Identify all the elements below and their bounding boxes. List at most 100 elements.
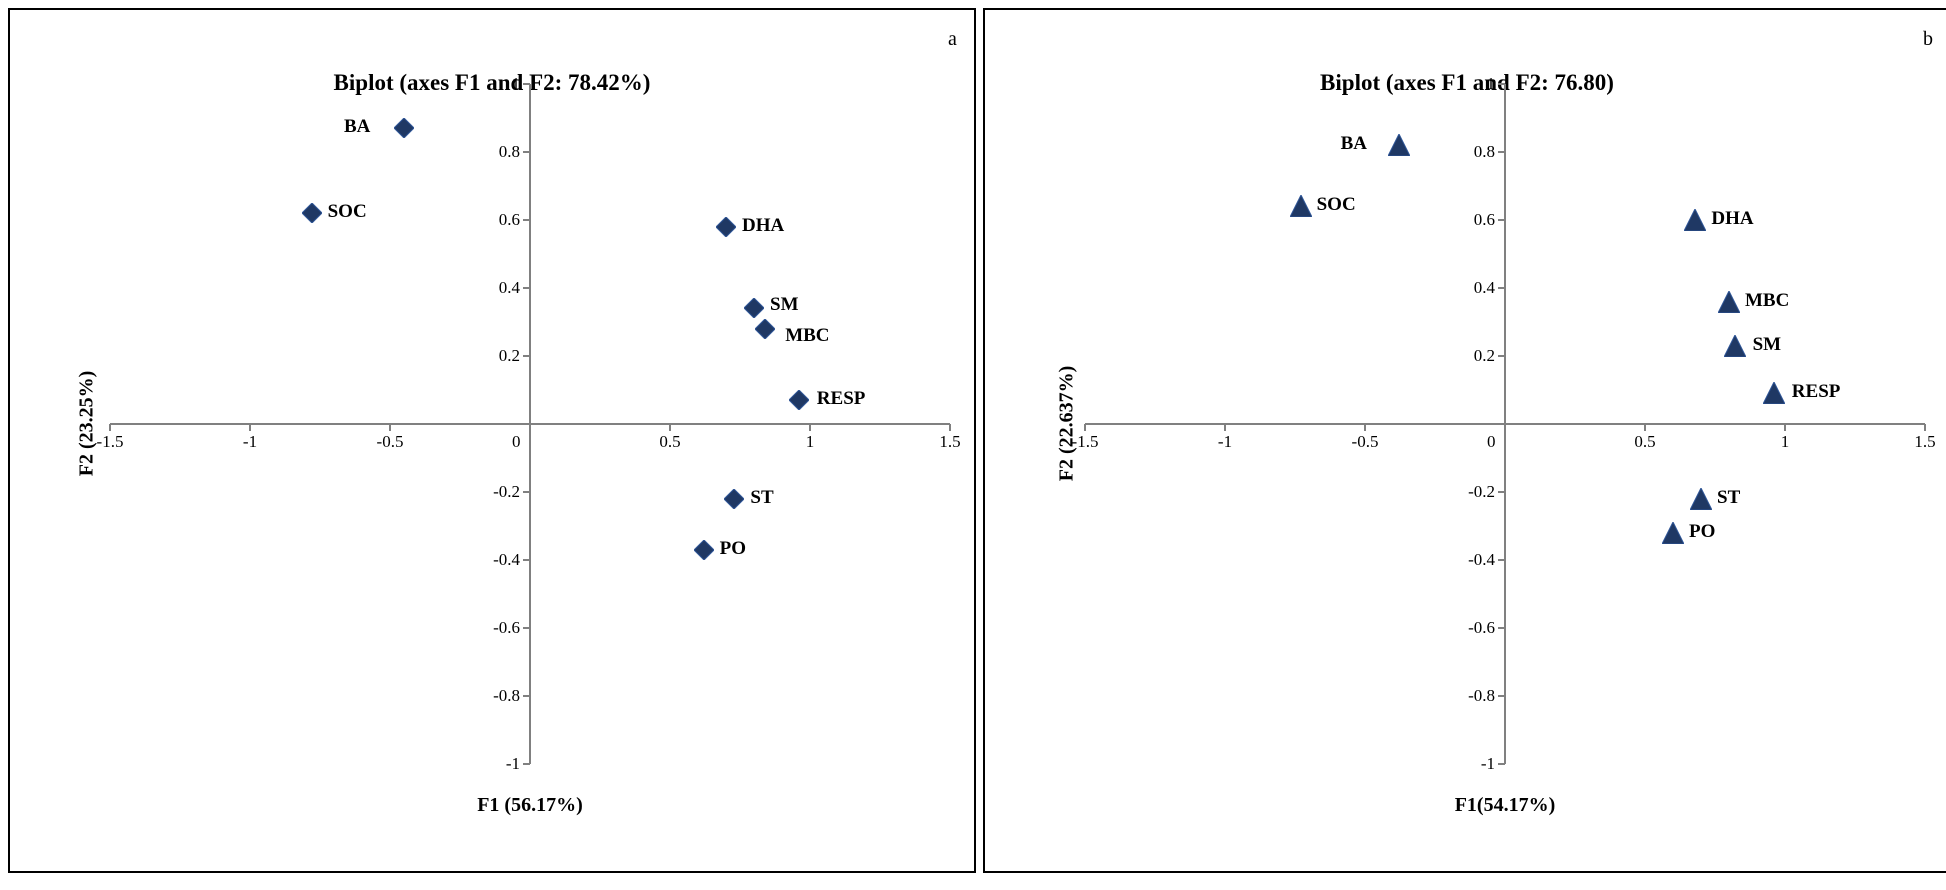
- y-tick-mark: [523, 151, 530, 153]
- y-tick-label: 0.8: [499, 142, 520, 162]
- data-point-label: MBC: [785, 325, 829, 347]
- y-tick-label: 0.6: [499, 210, 520, 230]
- data-point-label: DHA: [1711, 208, 1753, 230]
- y-tick-label: -0.4: [1468, 550, 1495, 570]
- x-tick-label: 1.5: [930, 432, 970, 452]
- x-tick-label: 0: [1487, 432, 1496, 452]
- x-tick-mark: [949, 424, 951, 431]
- data-point-label: ST: [750, 487, 773, 509]
- y-tick-mark: [523, 763, 530, 765]
- y-tick-mark: [1498, 151, 1505, 153]
- data-point-marker: [755, 319, 775, 339]
- y-tick-mark: [1498, 219, 1505, 221]
- data-point-label: RESP: [817, 388, 866, 410]
- data-point-marker: [394, 118, 414, 138]
- data-point-label: SM: [1753, 334, 1782, 356]
- x-tick-label: -1: [230, 432, 270, 452]
- y-tick-mark: [1498, 627, 1505, 629]
- y-tick-mark: [523, 491, 530, 493]
- data-point-label: SOC: [328, 201, 367, 223]
- y-tick-label: 0.8: [1474, 142, 1495, 162]
- x-tick-mark: [1924, 424, 1926, 431]
- data-point-marker: [1290, 195, 1312, 217]
- y-tick-label: 0.4: [1474, 278, 1495, 298]
- x-tick-mark: [249, 424, 251, 431]
- y-tick-mark: [523, 287, 530, 289]
- panel-b: bBiplot (axes F1 and F2: 76.80)-1.5-1-0.…: [983, 8, 1946, 873]
- data-point-label: RESP: [1792, 381, 1841, 403]
- data-point-marker: [1718, 291, 1740, 313]
- y-axis-label: F2 (22.637%): [1055, 366, 1078, 482]
- data-point-marker: [1684, 209, 1706, 231]
- x-tick-label: -0.5: [370, 432, 410, 452]
- x-tick-label: 1.5: [1905, 432, 1945, 452]
- y-tick-label: 1: [512, 74, 521, 94]
- y-tick-label: -1: [506, 754, 520, 774]
- y-tick-label: 1: [1487, 74, 1496, 94]
- y-tick-label: -0.6: [493, 618, 520, 638]
- data-point-label: PO: [1689, 521, 1715, 543]
- y-tick-label: -1: [1481, 754, 1495, 774]
- y-tick-mark: [1498, 287, 1505, 289]
- data-point-marker: [1388, 134, 1410, 156]
- data-point-marker: [302, 203, 322, 223]
- x-tick-label: 0: [512, 432, 521, 452]
- data-point-label: BA: [344, 116, 370, 138]
- y-tick-mark: [1498, 83, 1505, 85]
- x-tick-mark: [809, 424, 811, 431]
- y-tick-mark: [1498, 763, 1505, 765]
- y-tick-mark: [1498, 355, 1505, 357]
- y-tick-mark: [523, 219, 530, 221]
- x-tick-mark: [1224, 424, 1226, 431]
- x-tick-mark: [529, 424, 531, 431]
- data-point-marker: [789, 390, 809, 410]
- x-axis-label: F1(54.17%): [1085, 794, 1925, 817]
- y-tick-label: -0.8: [493, 686, 520, 706]
- x-tick-label: -0.5: [1345, 432, 1385, 452]
- plot-area: -1.5-1-0.50.511.50-1-0.8-0.6-0.4-0.20.20…: [1085, 84, 1925, 764]
- data-point-marker: [694, 540, 714, 560]
- y-tick-mark: [1498, 695, 1505, 697]
- x-tick-mark: [1644, 424, 1646, 431]
- data-point-label: SOC: [1317, 194, 1356, 216]
- data-point-marker: [744, 298, 764, 318]
- y-tick-label: -0.2: [1468, 482, 1495, 502]
- y-tick-mark: [1498, 559, 1505, 561]
- x-tick-mark: [669, 424, 671, 431]
- y-tick-mark: [1498, 491, 1505, 493]
- data-point-marker: [1724, 335, 1746, 357]
- plot-area: -1.5-1-0.50.511.50-1-0.8-0.6-0.4-0.20.20…: [110, 84, 950, 764]
- y-tick-label: 0.6: [1474, 210, 1495, 230]
- data-point-marker: [1763, 382, 1785, 404]
- y-tick-label: 0.2: [499, 346, 520, 366]
- x-tick-mark: [1784, 424, 1786, 431]
- panel-letter: a: [948, 28, 957, 51]
- x-tick-label: 1: [790, 432, 830, 452]
- x-tick-mark: [1364, 424, 1366, 431]
- y-tick-mark: [523, 627, 530, 629]
- data-point-label: SM: [770, 294, 799, 316]
- y-tick-mark: [523, 559, 530, 561]
- y-axis-label: F2 (23.25%): [75, 371, 98, 477]
- y-tick-label: 0.4: [499, 278, 520, 298]
- panel-letter: b: [1923, 28, 1933, 51]
- data-point-marker: [1662, 522, 1684, 544]
- data-point-marker: [1690, 488, 1712, 510]
- data-point-label: BA: [1341, 133, 1367, 155]
- x-tick-label: 0.5: [650, 432, 690, 452]
- x-tick-mark: [1504, 424, 1506, 431]
- y-tick-mark: [523, 695, 530, 697]
- data-point-label: ST: [1717, 487, 1740, 509]
- y-tick-label: -0.2: [493, 482, 520, 502]
- x-tick-mark: [389, 424, 391, 431]
- y-tick-label: -0.8: [1468, 686, 1495, 706]
- y-tick-mark: [523, 355, 530, 357]
- y-tick-label: 0.2: [1474, 346, 1495, 366]
- x-tick-mark: [109, 424, 111, 431]
- data-point-marker: [724, 489, 744, 509]
- data-point-label: MBC: [1745, 290, 1789, 312]
- y-tick-label: -0.6: [1468, 618, 1495, 638]
- panel-a: aBiplot (axes F1 and F2: 78.42%)-1.5-1-0…: [8, 8, 976, 873]
- data-point-marker: [716, 217, 736, 237]
- y-tick-mark: [523, 83, 530, 85]
